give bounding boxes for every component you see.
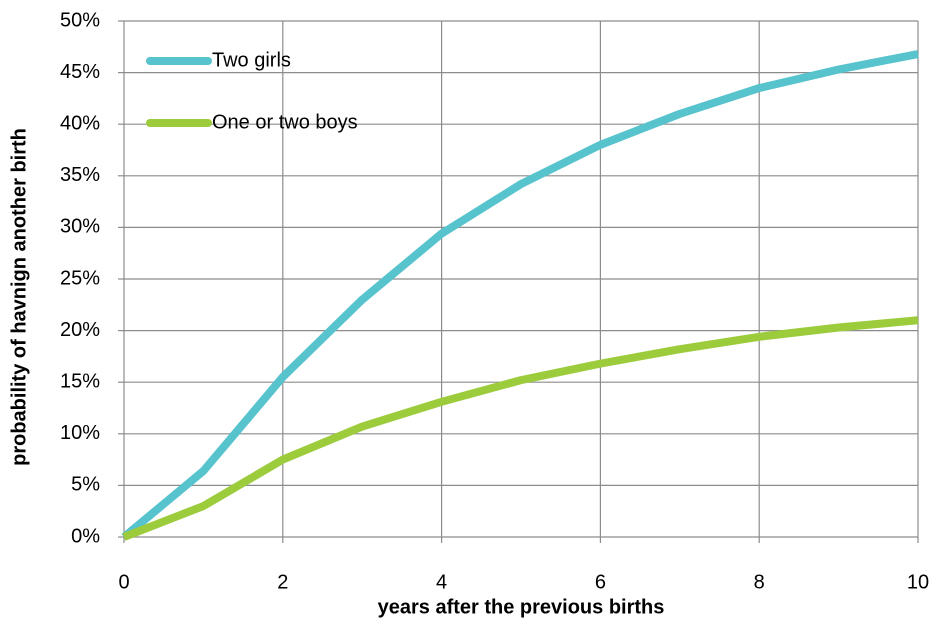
y-tick-label: 15% [60,370,100,392]
y-tick-label: 20% [60,319,100,341]
x-tick-label: 0 [118,571,129,593]
y-tick-label: 50% [60,9,100,31]
y-tick-label: 0% [71,525,100,547]
y-tick-label: 45% [60,61,100,83]
y-tick-label: 40% [60,112,100,134]
x-tick-label: 6 [595,571,606,593]
x-tick-label: 8 [754,571,765,593]
x-tick-label: 2 [277,571,288,593]
y-tick-label: 30% [60,216,100,238]
series-line [121,50,919,541]
y-tick-label: 5% [71,474,100,496]
x-axis-label: years after the previous births [378,596,665,618]
legend-label: One or two boys [212,111,358,133]
x-tick-label: 10 [907,571,929,593]
x-tick-label: 4 [436,571,447,593]
y-tick-label: 25% [60,267,100,289]
legend-label: Two girls [212,49,291,71]
y-tick-label: 35% [60,164,100,186]
y-axis-label: probability of havnign another birth [8,128,30,466]
y-tick-label: 10% [60,422,100,444]
series-line [122,316,919,541]
